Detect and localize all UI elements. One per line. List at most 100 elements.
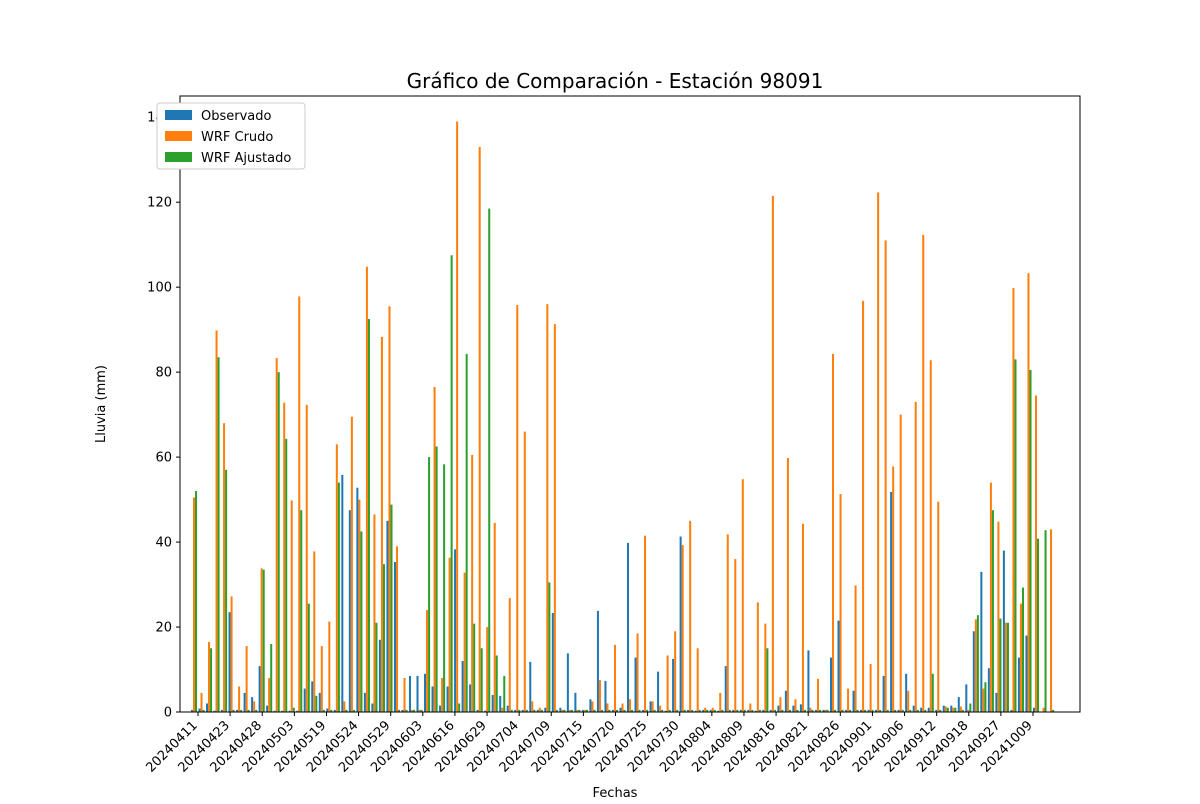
bar: [493, 522, 496, 712]
bar: [920, 707, 923, 712]
bar: [711, 707, 714, 712]
bar: [931, 673, 934, 712]
bar: [548, 582, 551, 712]
bar: [764, 623, 767, 712]
bar: [884, 240, 887, 712]
bar: [439, 705, 442, 712]
bar: [713, 709, 716, 712]
bar: [296, 710, 299, 712]
bar: [210, 648, 213, 712]
bar: [704, 707, 707, 712]
bar: [611, 709, 614, 712]
bar: [536, 709, 539, 712]
bar: [626, 542, 630, 712]
bar: [398, 709, 401, 712]
bar: [570, 709, 573, 712]
bar: [544, 707, 547, 712]
bar: [676, 709, 679, 712]
bar: [984, 682, 987, 712]
bar: [221, 709, 224, 712]
bar: [644, 535, 647, 712]
bar: [967, 709, 970, 712]
bar: [551, 613, 554, 712]
bar: [606, 703, 609, 712]
legend-swatch: [165, 110, 192, 120]
bar: [736, 709, 739, 712]
bar: [679, 536, 682, 712]
bar: [691, 709, 694, 712]
bar: [683, 709, 686, 712]
bar: [946, 707, 949, 712]
bar: [1029, 370, 1032, 712]
bar: [598, 680, 601, 712]
bar: [942, 705, 945, 712]
bar: [905, 673, 908, 712]
bar: [784, 690, 787, 712]
bar: [435, 446, 438, 712]
bar: [832, 353, 835, 712]
bar: [1010, 709, 1013, 712]
bar: [516, 305, 519, 712]
bar: [305, 404, 308, 712]
bar: [298, 296, 301, 712]
bar: [488, 208, 491, 712]
bar: [779, 697, 782, 712]
bar: [803, 709, 806, 712]
bar: [807, 650, 810, 712]
bar: [292, 707, 295, 712]
bar: [518, 709, 521, 712]
bar: [300, 510, 303, 712]
bar: [478, 146, 481, 713]
bar: [702, 709, 705, 712]
bar: [987, 668, 990, 712]
bar: [471, 454, 474, 712]
bar: [864, 709, 867, 712]
bar: [559, 707, 562, 712]
bar: [653, 709, 656, 712]
bar: [811, 709, 814, 712]
bar: [290, 500, 293, 712]
bar: [892, 466, 895, 712]
bar: [999, 618, 1002, 712]
bar: [839, 494, 842, 712]
bar: [1027, 273, 1030, 712]
bar: [852, 690, 855, 712]
bar: [613, 644, 617, 712]
bar: [448, 557, 451, 712]
bar: [322, 709, 325, 712]
bar: [822, 709, 825, 712]
bar: [251, 697, 254, 712]
bar: [696, 648, 699, 712]
bar: [232, 709, 235, 712]
bar: [882, 675, 885, 712]
bar: [616, 709, 619, 712]
bar: [413, 709, 416, 712]
legend-label: WRF Ajustado: [201, 151, 291, 166]
bar: [788, 709, 791, 712]
bar: [980, 571, 983, 712]
bar: [801, 523, 804, 712]
bar: [749, 703, 752, 712]
bar: [950, 705, 953, 712]
bar: [352, 709, 355, 712]
bar: [356, 487, 359, 712]
bar: [629, 699, 632, 712]
bar: [877, 192, 880, 712]
bar: [661, 709, 664, 712]
bar: [223, 423, 226, 712]
bar: [508, 598, 511, 712]
bar: [363, 692, 366, 712]
bar: [311, 681, 314, 712]
bar: [540, 709, 543, 712]
bar: [456, 121, 459, 713]
bar: [1052, 709, 1055, 712]
bars-layer: [190, 121, 1055, 713]
bar: [766, 648, 769, 712]
bar: [198, 708, 201, 712]
bar: [959, 706, 962, 712]
bar: [997, 521, 1000, 712]
bar: [824, 709, 827, 712]
bar: [341, 474, 344, 712]
bar: [240, 709, 243, 712]
bar: [847, 688, 850, 712]
